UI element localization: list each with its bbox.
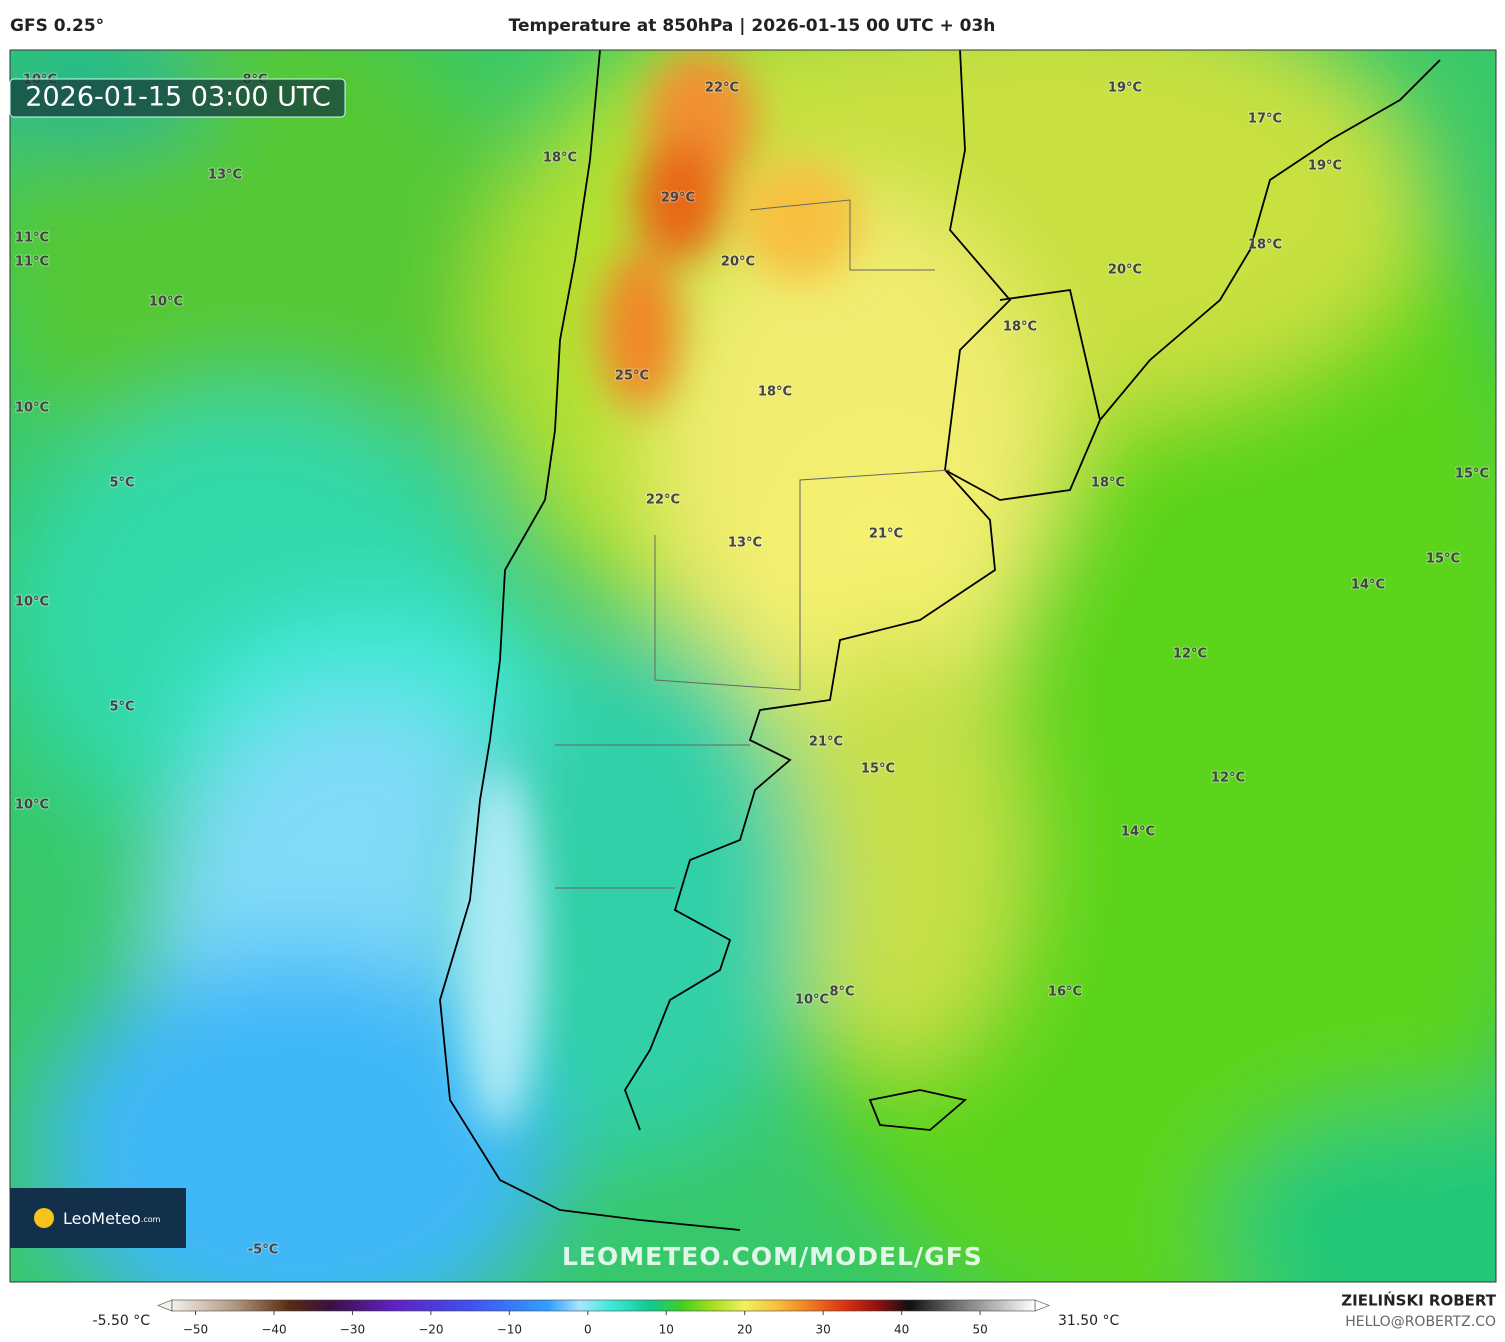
- colorbar-min: -5.50 °C: [93, 1313, 151, 1329]
- map-frame: [9, 49, 1497, 1283]
- model-name: GFS 0.25°: [10, 16, 104, 36]
- temperature-label: 22°C: [705, 81, 739, 96]
- colorbar-tick-label: 0: [584, 1323, 592, 1337]
- temperature-label: 21°C: [809, 735, 843, 750]
- watermark: LEOMETEO.COM/MODEL/GFS: [562, 1242, 983, 1271]
- logo-suffix: .com: [141, 1215, 161, 1224]
- temperature-label: 21°C: [869, 527, 903, 542]
- temperature-label: 15°C: [861, 762, 895, 777]
- temperature-label: 17°C: [1248, 112, 1282, 127]
- colorbar-arrow-left: [157, 1299, 173, 1312]
- colorbar-tick-label: 10: [659, 1323, 674, 1337]
- temperature-label: 13°C: [208, 168, 242, 183]
- colorbar-tick-label: 40: [894, 1323, 909, 1337]
- temperature-label: 15°C: [1426, 552, 1460, 567]
- colorbar-tick-label: −40: [261, 1323, 286, 1337]
- temperature-label: 18°C: [1003, 320, 1037, 335]
- temperature-label: 12°C: [1211, 771, 1245, 786]
- colorbar-tick-label: −30: [340, 1323, 365, 1337]
- colorbar-max: 31.50 °C: [1058, 1313, 1120, 1329]
- temperature-label: 11°C: [15, 231, 49, 246]
- temperature-label: 14°C: [1351, 578, 1385, 593]
- temperature-label: 10°C: [15, 798, 49, 813]
- coastline: [439, 50, 1441, 1231]
- temperature-label: 18°C: [758, 385, 792, 400]
- temperature-label: 20°C: [721, 255, 755, 270]
- colorbar-arrow-right: [1034, 1299, 1050, 1312]
- temperature-label: 5°C: [109, 700, 134, 715]
- temperature-label: 29°C: [661, 191, 695, 206]
- logo-sun: [34, 1208, 54, 1228]
- temperature-label: 16°C: [1048, 985, 1082, 1000]
- logo-name: LeoMeteo: [63, 1209, 141, 1228]
- email: HELLO@ROBERTZ.CO: [1345, 1314, 1496, 1330]
- temperature-label: 18°C: [543, 151, 577, 166]
- temperature-label: 15°C: [1455, 467, 1489, 482]
- colorbar: [171, 1299, 1036, 1312]
- temperature-label: 18°C: [1091, 476, 1125, 491]
- colorbar-tick-label: 30: [816, 1323, 831, 1337]
- colorbar-tick-label: 50: [972, 1323, 987, 1337]
- temperature-label: 10°C: [15, 401, 49, 416]
- temperature-label: 20°C: [1108, 263, 1142, 278]
- timestamp-box: [9, 78, 346, 118]
- temperature-label: 14°C: [1121, 825, 1155, 840]
- map-title: Temperature at 850hPa | 2026-01-15 00 UT…: [509, 16, 996, 36]
- temperature-label: 19°C: [1308, 159, 1342, 174]
- logo-text: LeoMeteo.com: [63, 1209, 161, 1228]
- temperature-label: 25°C: [615, 369, 649, 384]
- temperature-label: 8°C: [829, 985, 854, 1000]
- temperature-label: 5°C: [109, 476, 134, 491]
- colorbar-tick-label: −10: [497, 1323, 522, 1337]
- colorbar-tick-label: −20: [418, 1323, 443, 1337]
- colorbar-tick-label: 20: [737, 1323, 752, 1337]
- temperature-label: 10°C: [15, 595, 49, 610]
- temperature-label: -5°C: [248, 1243, 278, 1258]
- temperature-label: 22°C: [646, 493, 680, 508]
- borders: [555, 199, 951, 889]
- colorbar-tick-label: −50: [183, 1323, 208, 1337]
- temperature-label: 13°C: [728, 536, 762, 551]
- temperature-label: 10°C: [149, 295, 183, 310]
- temperature-label: 10°C: [795, 993, 829, 1008]
- timestamp: 2026-01-15 03:00 UTC: [25, 82, 330, 113]
- temperature-label: 19°C: [1108, 81, 1142, 96]
- temperature-label: 18°C: [1248, 238, 1282, 253]
- author: ZIELIŃSKI ROBERT: [1341, 1291, 1496, 1310]
- temperature-label: 11°C: [15, 255, 49, 270]
- temperature-label: 12°C: [1173, 647, 1207, 662]
